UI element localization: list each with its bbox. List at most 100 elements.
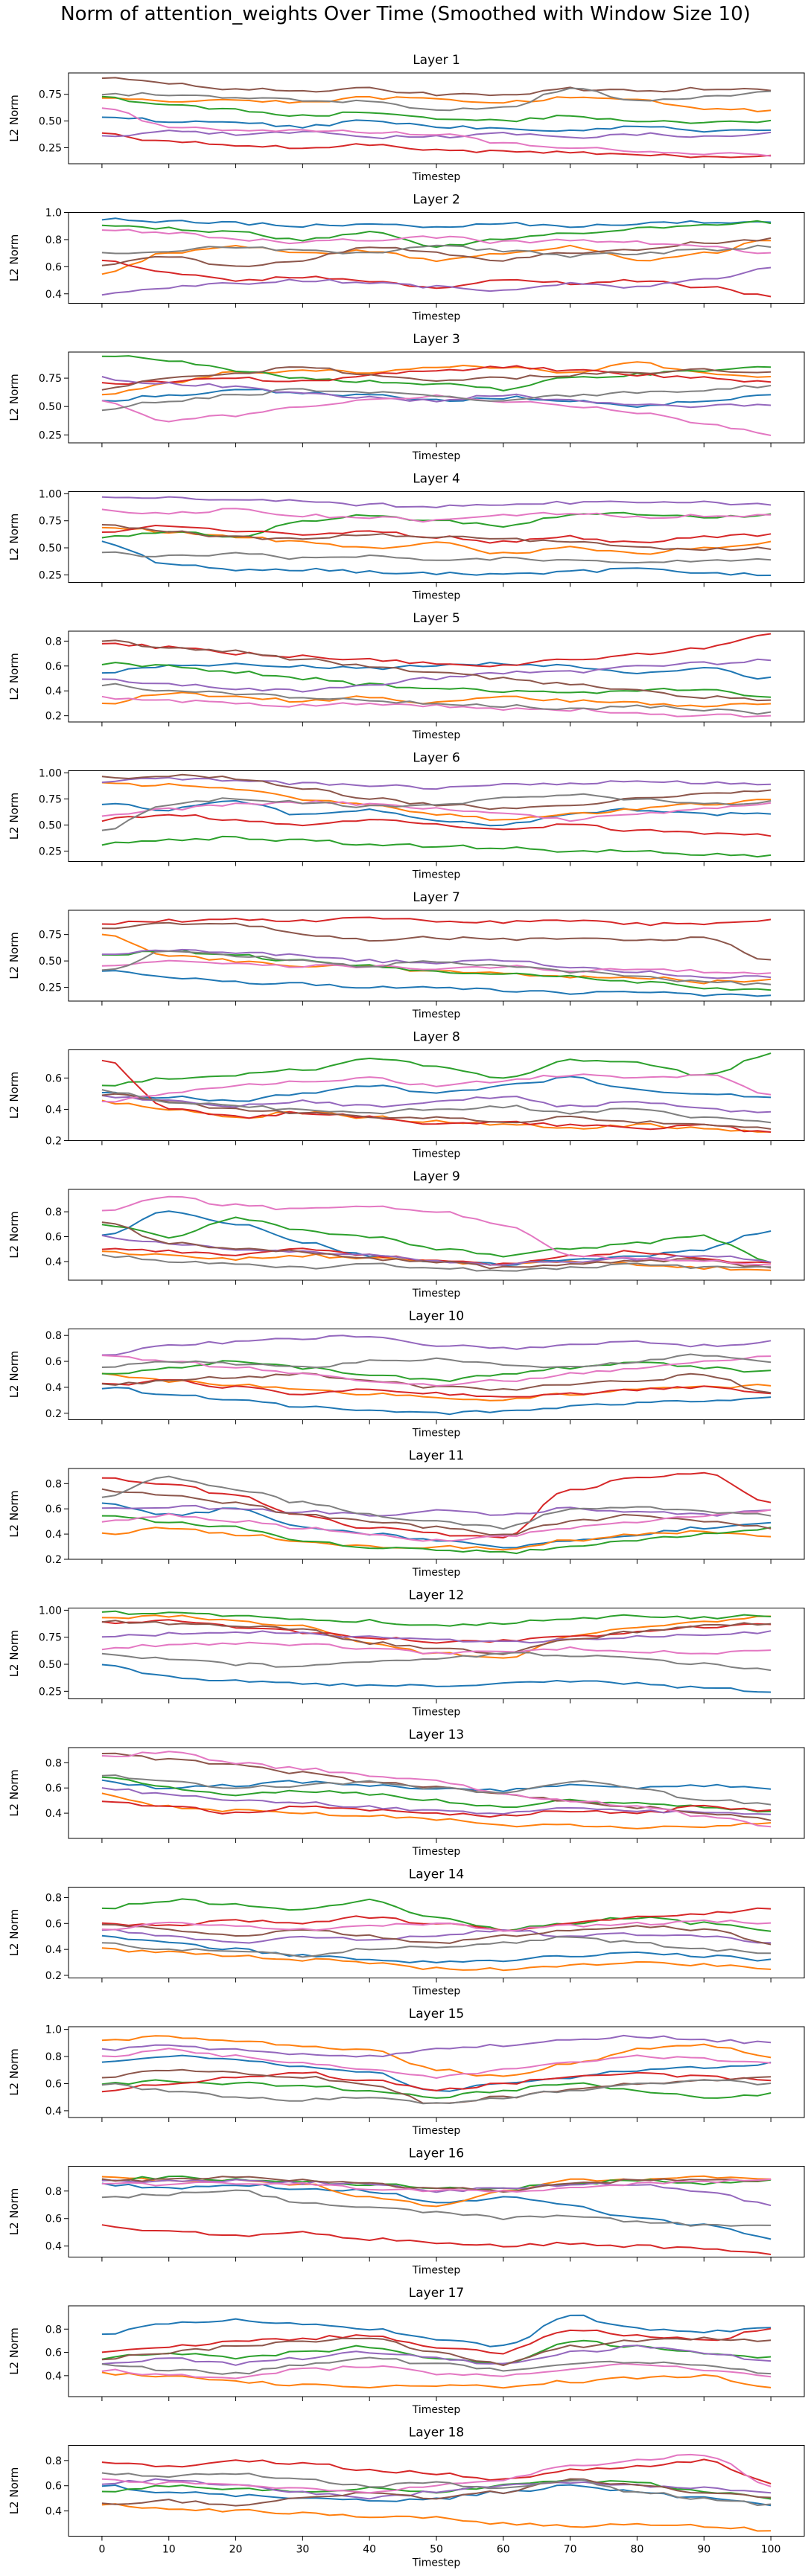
series-line	[101, 662, 772, 698]
series-line	[101, 2356, 772, 2375]
series-line	[101, 959, 772, 975]
series-line	[101, 633, 772, 668]
x-axis-label: Timestep	[412, 729, 461, 741]
series-line	[101, 1475, 772, 1530]
subplot-5: Layer 5 L2 Norm 0.2 0.4 0.6 0.8 Timestep	[7, 611, 805, 741]
y-tick-label: 0.2	[45, 1136, 62, 1148]
series-line	[101, 2478, 772, 2507]
subplot-title: Layer 15	[409, 2007, 464, 2022]
series-line	[101, 2079, 772, 2105]
y-tick-label: 0.4	[45, 1256, 62, 1268]
y-tick-label: 1.0	[45, 2024, 62, 2036]
x-axis-label: Timestep	[412, 2557, 461, 2569]
series-line	[101, 1515, 772, 1555]
x-tick-label: 30	[296, 2544, 309, 2556]
series-line	[101, 1641, 772, 1655]
series-line	[101, 2314, 772, 2348]
series-line	[101, 2345, 772, 2366]
y-axis-label: L2 Norm	[7, 1351, 21, 1399]
x-axis-label: Timestep	[412, 2265, 461, 2277]
axes-frame	[68, 2026, 805, 2118]
series-line	[101, 95, 772, 124]
subplot-title: Layer 3	[413, 332, 460, 347]
series-line	[101, 2035, 772, 2077]
axes-frame	[68, 212, 805, 304]
y-tick-label: 0.50	[39, 1659, 62, 1671]
series-line	[101, 524, 772, 552]
y-axis-label: L2 Norm	[7, 514, 21, 561]
series-line	[101, 1378, 772, 1398]
subplot-13: Layer 13 L2 Norm 0.4 0.6 0.8 Timestep	[7, 1728, 805, 1858]
y-tick-label: 0.25	[39, 1686, 62, 1698]
y-tick-label: 0.6	[45, 2214, 62, 2225]
subplot-6: Layer 6 L2 Norm 0.25 0.50 0.75 1.00 Timestep	[7, 751, 805, 881]
series-line	[101, 1776, 772, 1813]
figure-title: Norm of attention_weights Over Time (Smo…	[60, 3, 751, 25]
y-tick-label: 0.2	[45, 711, 62, 723]
series-line	[101, 2079, 772, 2099]
x-axis-label: Timestep	[412, 311, 461, 323]
series-line	[101, 96, 772, 112]
y-tick-label: 0.50	[39, 543, 62, 554]
series-line	[101, 793, 772, 831]
series-line	[101, 658, 772, 693]
y-tick-label: 0.4	[45, 1944, 62, 1956]
y-tick-label: 0.6	[45, 2348, 62, 2359]
series-line	[101, 1663, 772, 1693]
series-line	[101, 511, 772, 539]
x-axis-label: Timestep	[412, 2125, 461, 2137]
series-line	[101, 683, 772, 715]
x-axis-label: Timestep	[412, 869, 461, 881]
series-line	[101, 1936, 772, 1958]
series-line	[101, 1610, 772, 1627]
y-tick-label: 0.4	[45, 1382, 62, 1394]
y-tick-label: 0.6	[45, 2078, 62, 2090]
x-axis-label: Timestep	[412, 450, 461, 462]
series-line	[101, 1052, 772, 1087]
y-tick-label: 0.6	[45, 2481, 62, 2493]
subplot-title: Layer 10	[409, 1309, 464, 1324]
x-axis-label: Timestep	[412, 1567, 461, 1579]
series-line	[101, 1934, 772, 1963]
x-axis-label: Timestep	[412, 1986, 461, 1998]
subplot-title: Layer 11	[409, 1448, 464, 1463]
series-line	[101, 1372, 772, 1402]
y-tick-label: 0.75	[39, 373, 62, 385]
series-line	[101, 237, 772, 267]
y-tick-label: 0.4	[45, 1104, 62, 1116]
subplot-title: Layer 14	[409, 1867, 464, 1882]
subplot-title: Layer 6	[413, 751, 460, 766]
series-line	[101, 800, 772, 822]
y-tick-label: 0.25	[39, 142, 62, 154]
y-tick-label: 0.75	[39, 930, 62, 942]
subplot-16: Layer 16 L2 Norm 0.4 0.6 0.8 Timestep	[7, 2147, 805, 2277]
y-tick-label: 0.2	[45, 1554, 62, 1566]
series-line	[101, 662, 772, 680]
y-axis-label: L2 Norm	[7, 2467, 21, 2515]
series-line	[101, 1928, 772, 1944]
x-tick-label: 70	[564, 2544, 577, 2556]
y-tick-label: 0.6	[45, 1073, 62, 1084]
series-line	[101, 1471, 772, 1539]
series-line	[101, 540, 772, 577]
axes-frame	[68, 351, 805, 444]
series-line	[101, 1355, 772, 1387]
series-line	[101, 107, 772, 157]
y-tick-label: 0.4	[45, 289, 62, 301]
y-axis-label: L2 Norm	[7, 95, 21, 142]
y-tick-label: 0.4	[45, 2371, 62, 2382]
axes-frame	[68, 910, 805, 1002]
subplot-title: Layer 8	[413, 1030, 460, 1045]
series-line	[101, 2453, 772, 2494]
y-axis-label: L2 Norm	[7, 2048, 21, 2096]
series-line	[101, 1221, 772, 1270]
x-tick-label: 80	[631, 2544, 644, 2556]
series-line	[101, 773, 772, 811]
series-line	[101, 1792, 772, 1829]
y-tick-label: 0.50	[39, 116, 62, 128]
series-line	[101, 266, 772, 296]
series-line	[101, 2472, 772, 2506]
y-axis-label: L2 Norm	[7, 1211, 21, 1259]
y-axis-label: L2 Norm	[7, 374, 21, 421]
